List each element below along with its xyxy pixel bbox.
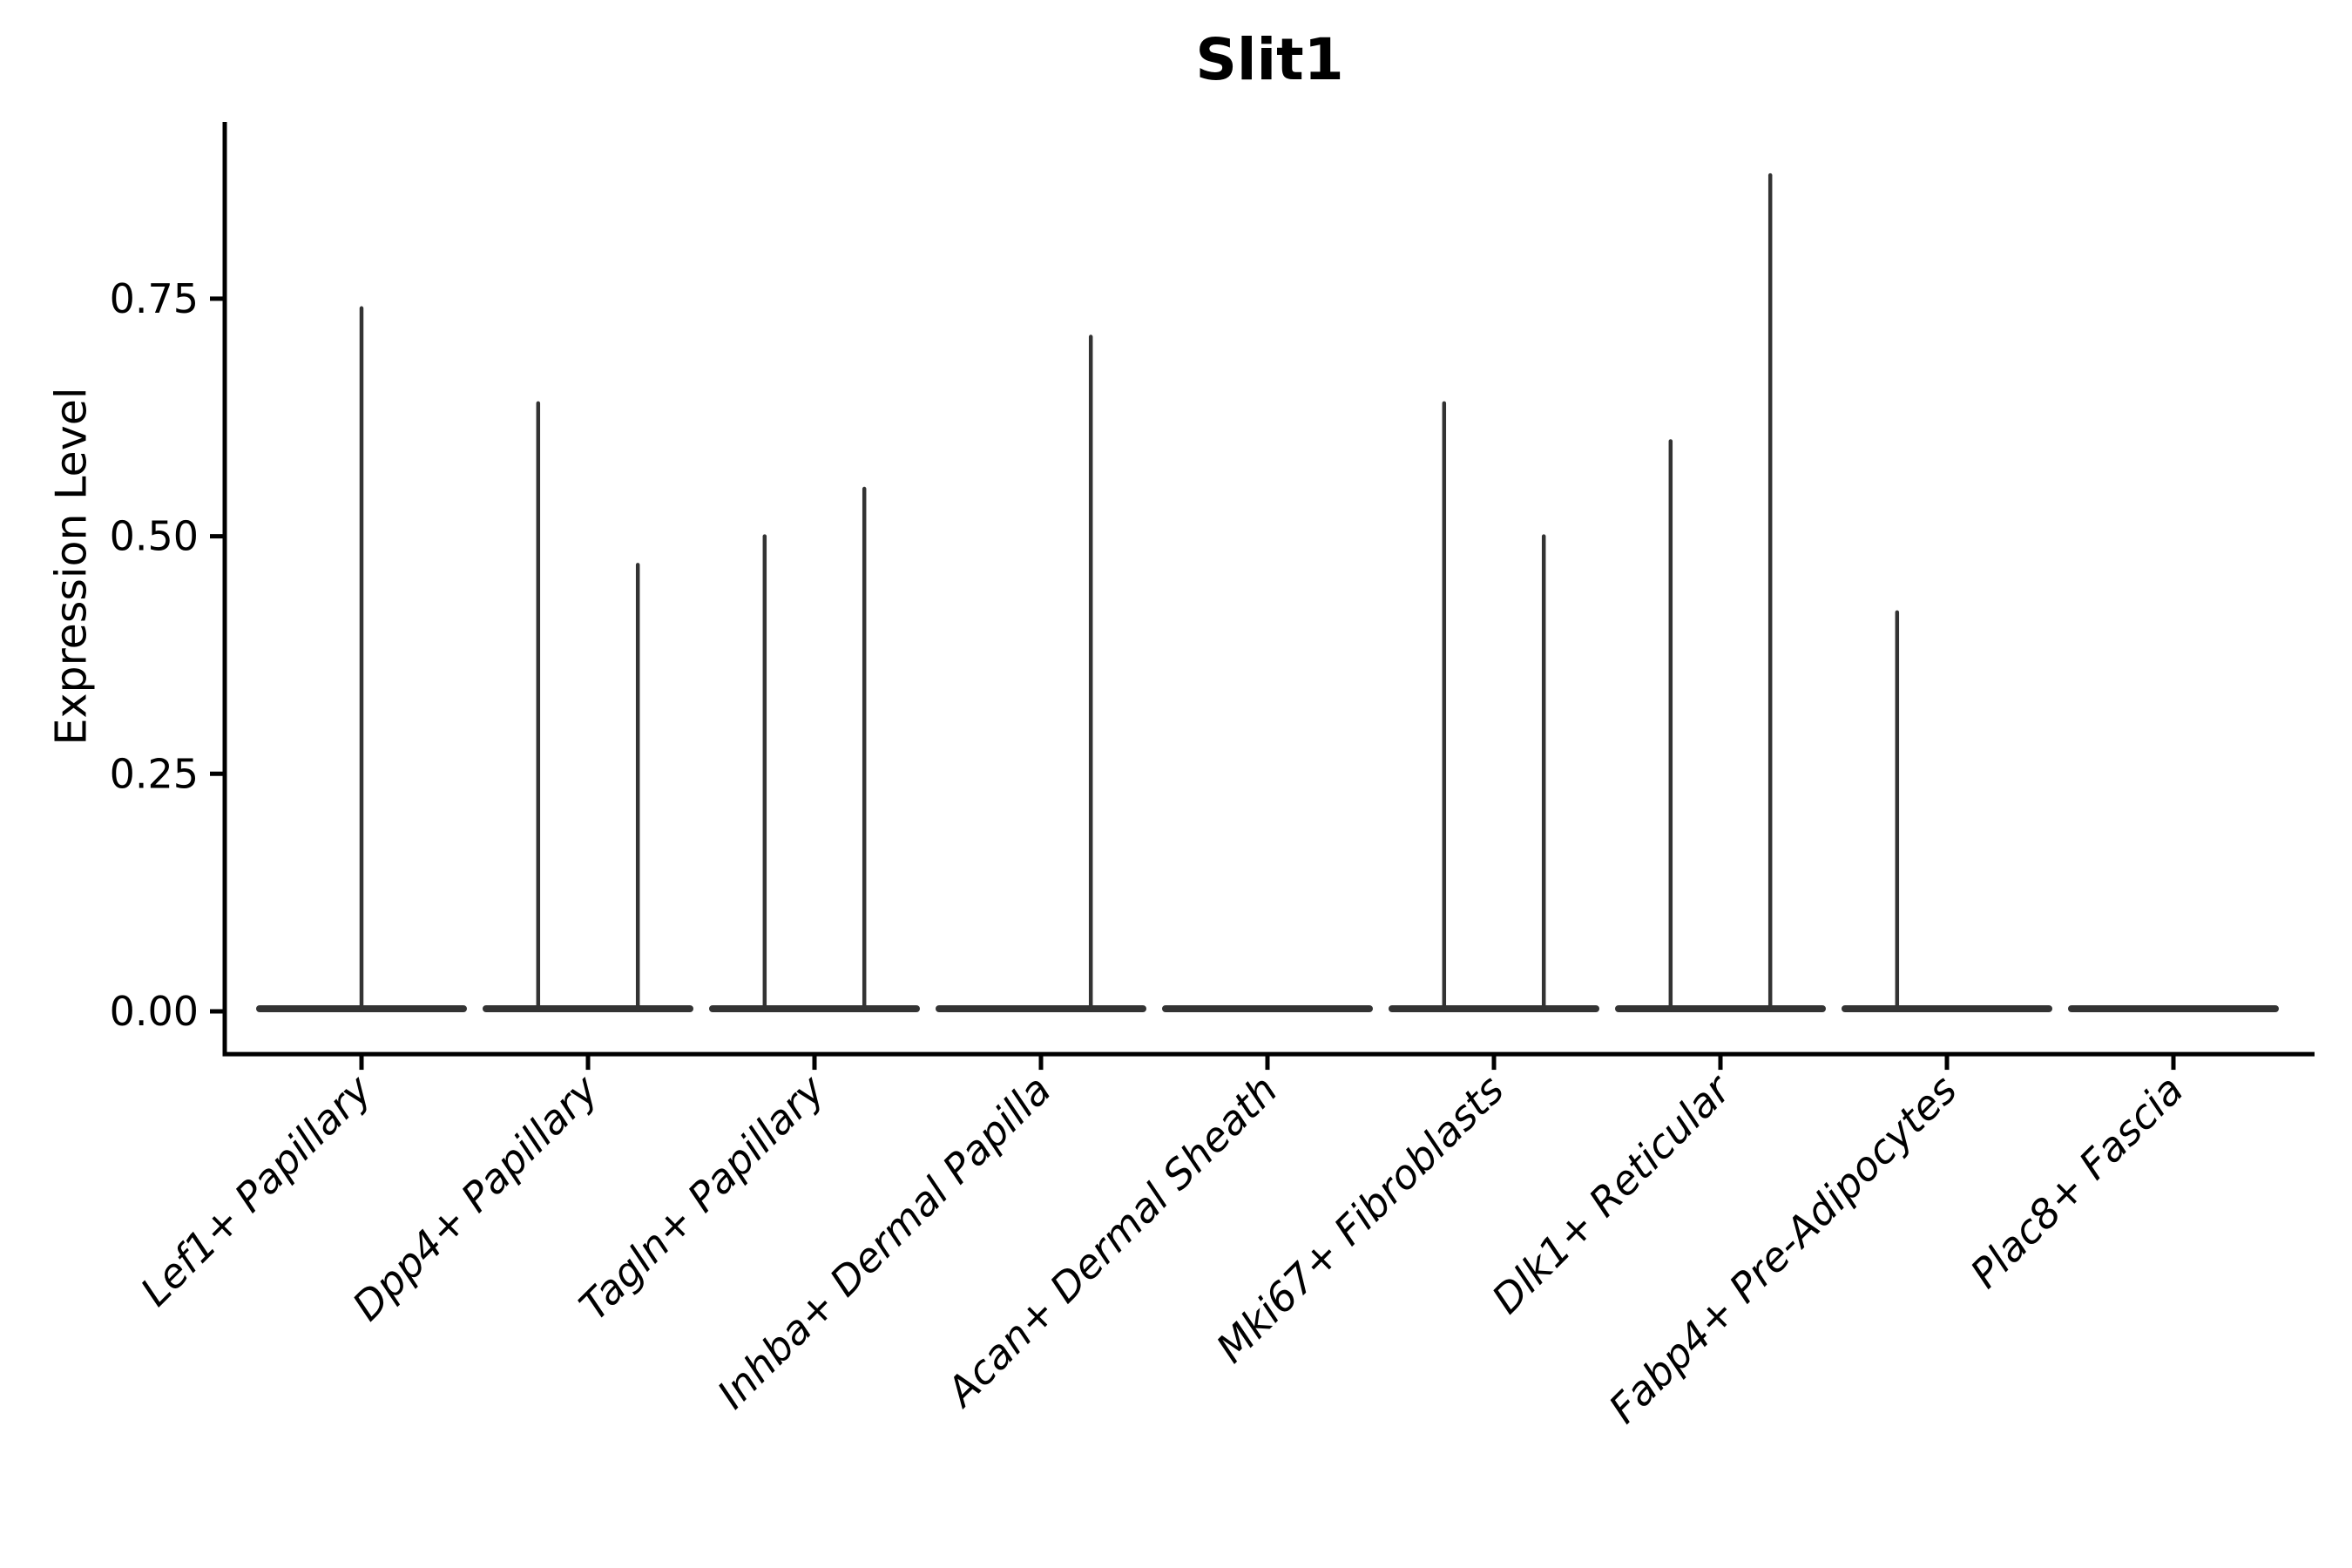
x-tick-label: Dlk1+ Reticular [1483,1064,1741,1323]
x-tick-label: Plac8+ Fascia [1961,1066,2192,1297]
x-tick-label: Lef1+ Papillary [132,1065,381,1315]
y-tick-label: 0.50 [110,513,199,560]
x-tick-label: Dpp4+ Papillary [343,1065,607,1329]
x-tick-label: Tagln+ Papillary [570,1065,834,1329]
y-tick-label: 0.75 [110,275,199,322]
y-tick-label: 0.00 [110,988,199,1035]
axes-spines [222,122,2315,1057]
chart-title: Slit1 [1195,26,1344,93]
y-tick-label: 0.25 [110,750,199,797]
